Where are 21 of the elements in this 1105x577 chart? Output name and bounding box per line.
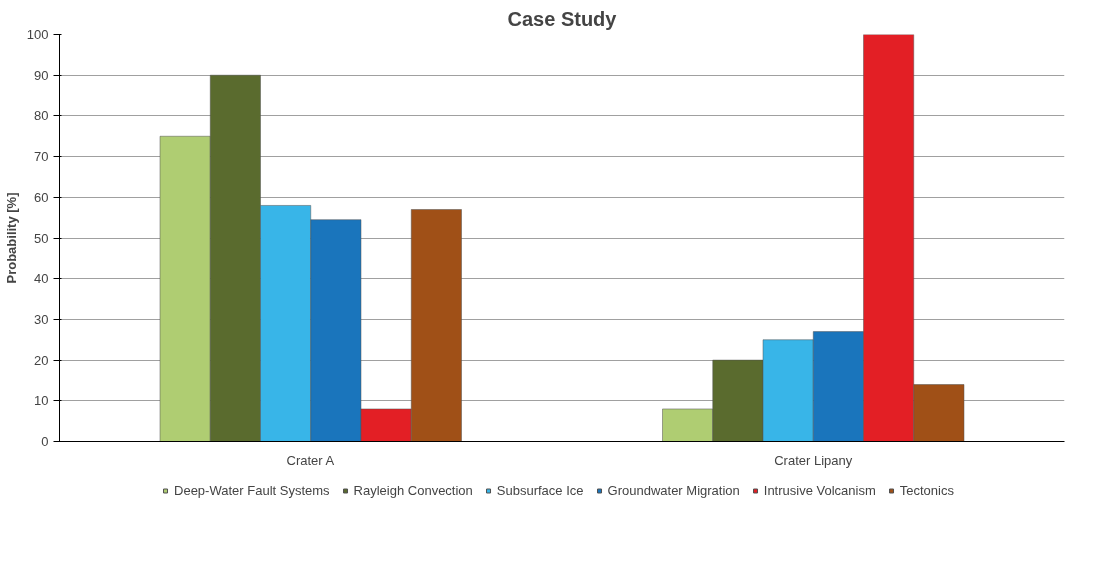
y-tick-label: 60 <box>34 189 49 205</box>
y-tick-label: 50 <box>34 230 49 246</box>
y-tick-label: 30 <box>34 311 49 327</box>
y-tick-label: 100 <box>26 27 49 42</box>
legend-label: Groundwater Migration <box>607 482 740 498</box>
legend-label: Subsurface Ice <box>496 482 584 498</box>
x-tick-label: Crater A <box>286 452 335 468</box>
y-tick-label: 70 <box>34 149 49 165</box>
legend-label: Intrusive Volcanism <box>763 482 876 498</box>
y-tick-label: 40 <box>34 271 49 287</box>
chart-title: Case Study <box>507 7 618 30</box>
y-tick-label: 20 <box>34 352 49 368</box>
y-tick-label: 10 <box>34 393 49 409</box>
y-axis-title: Probability [%] <box>3 192 19 284</box>
x-tick-label: Crater Lipany <box>774 452 853 468</box>
y-tick-label: 80 <box>34 108 49 124</box>
y-tick-label: 90 <box>34 67 49 83</box>
legend-label: Rayleigh Convection <box>353 482 473 498</box>
y-tick-label: 0 <box>41 434 49 449</box>
legend-label: Deep-Water Fault Systems <box>174 482 330 498</box>
legend-label: Tectonics <box>899 482 954 498</box>
